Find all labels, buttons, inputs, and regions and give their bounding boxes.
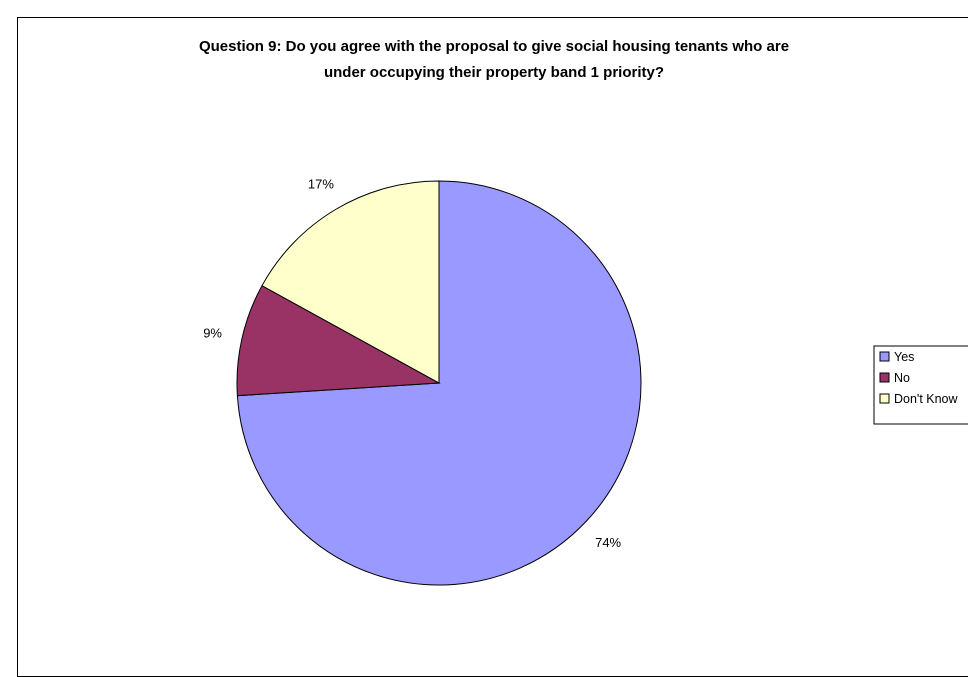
data-label-don-t-know: 17% — [308, 176, 334, 191]
legend-swatch-don-t-know — [879, 393, 890, 404]
legend-label-don-t-know: Don't Know — [894, 392, 959, 406]
legend-swatch-no — [879, 372, 890, 383]
pie-data-labels: 74% 9% 17% — [203, 176, 621, 550]
legend-swatch-yes — [879, 351, 890, 362]
legend-label-no: No — [894, 371, 910, 385]
pie-slice-don-t-know — [261, 180, 440, 384]
pie-slice-no — [236, 285, 441, 397]
legend-box — [873, 345, 968, 425]
data-label-yes: 74% — [595, 535, 621, 550]
legend: Yes No Don't Know — [873, 345, 968, 425]
chart-title-line-1: Question 9: Do you agree with the propos… — [199, 38, 789, 55]
pie-slices — [236, 180, 642, 586]
chart-title-line-2: under occupying their property band 1 pr… — [324, 64, 664, 81]
data-label-no: 9% — [203, 325, 222, 340]
legend-label-yes: Yes — [894, 350, 914, 364]
